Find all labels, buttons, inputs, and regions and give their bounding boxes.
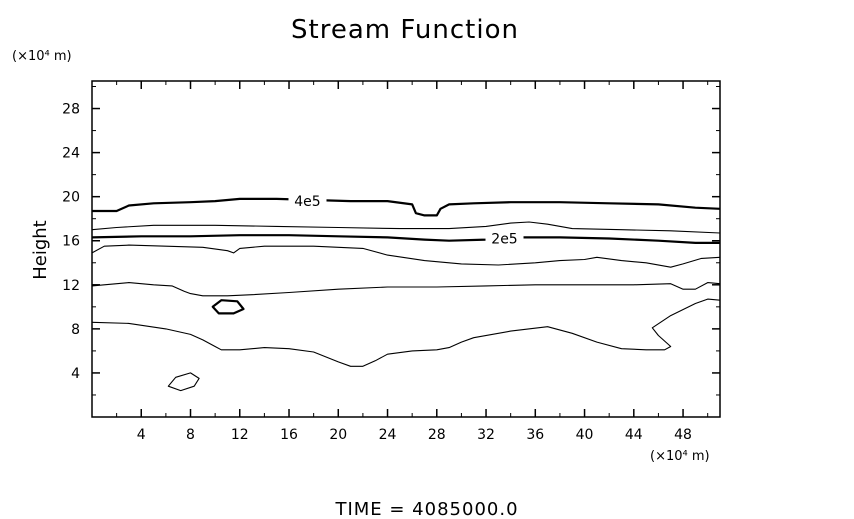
y-axis-label: Height	[30, 220, 51, 280]
x-tick-label: 4	[137, 427, 146, 443]
x-tick-label: 32	[477, 427, 495, 443]
y-tick-label: 12	[62, 278, 80, 294]
contour-line-bold	[211, 299, 245, 315]
contour-line-bold	[92, 197, 721, 217]
plot-frame	[91, 80, 721, 418]
contour-label-gap	[288, 191, 327, 210]
x-tick-label: 28	[428, 427, 446, 443]
y-tick-label: 24	[62, 146, 80, 162]
contour-label: 2e5	[491, 232, 517, 248]
x-tick-label: 48	[674, 427, 692, 443]
contour-label-gap	[485, 228, 524, 247]
contour-label: 4e5	[294, 194, 320, 210]
contour-line	[91, 298, 721, 367]
x-axis-ticks: 4 8 12 16 20 24 28 32 36 40 44 48	[116, 81, 709, 443]
x-tick-label: 16	[280, 427, 298, 443]
x-axis-unit: (×10⁴ m)	[650, 449, 710, 464]
y-tick-label: 8	[71, 322, 80, 338]
x-tick-label: 40	[576, 427, 594, 443]
y-tick-label: 20	[62, 190, 80, 206]
contour-line	[91, 282, 721, 297]
contour-line	[91, 221, 721, 234]
contour-lines	[91, 197, 721, 392]
time-readout: TIME = 4085000.0	[334, 499, 518, 519]
x-tick-label: 44	[625, 427, 643, 443]
y-axis-unit: (×10⁴ m)	[12, 49, 72, 64]
x-tick-label: 36	[526, 427, 544, 443]
contour-line-bold	[91, 234, 720, 244]
chart-title: Stream Function	[291, 15, 519, 45]
y-axis-ticks: 4 8 12 16 20 24 28	[62, 86, 720, 396]
x-tick-label: 8	[186, 427, 195, 443]
x-tick-label: 20	[329, 427, 347, 443]
y-tick-label: 4	[71, 366, 80, 382]
x-tick-label: 24	[379, 427, 397, 443]
y-tick-label: 16	[62, 234, 80, 250]
contour-line	[91, 244, 721, 268]
y-tick-label: 28	[62, 102, 80, 118]
contour-line	[167, 372, 200, 392]
x-tick-label: 12	[231, 427, 249, 443]
contour-labels: 4e5 2e5	[288, 191, 524, 248]
